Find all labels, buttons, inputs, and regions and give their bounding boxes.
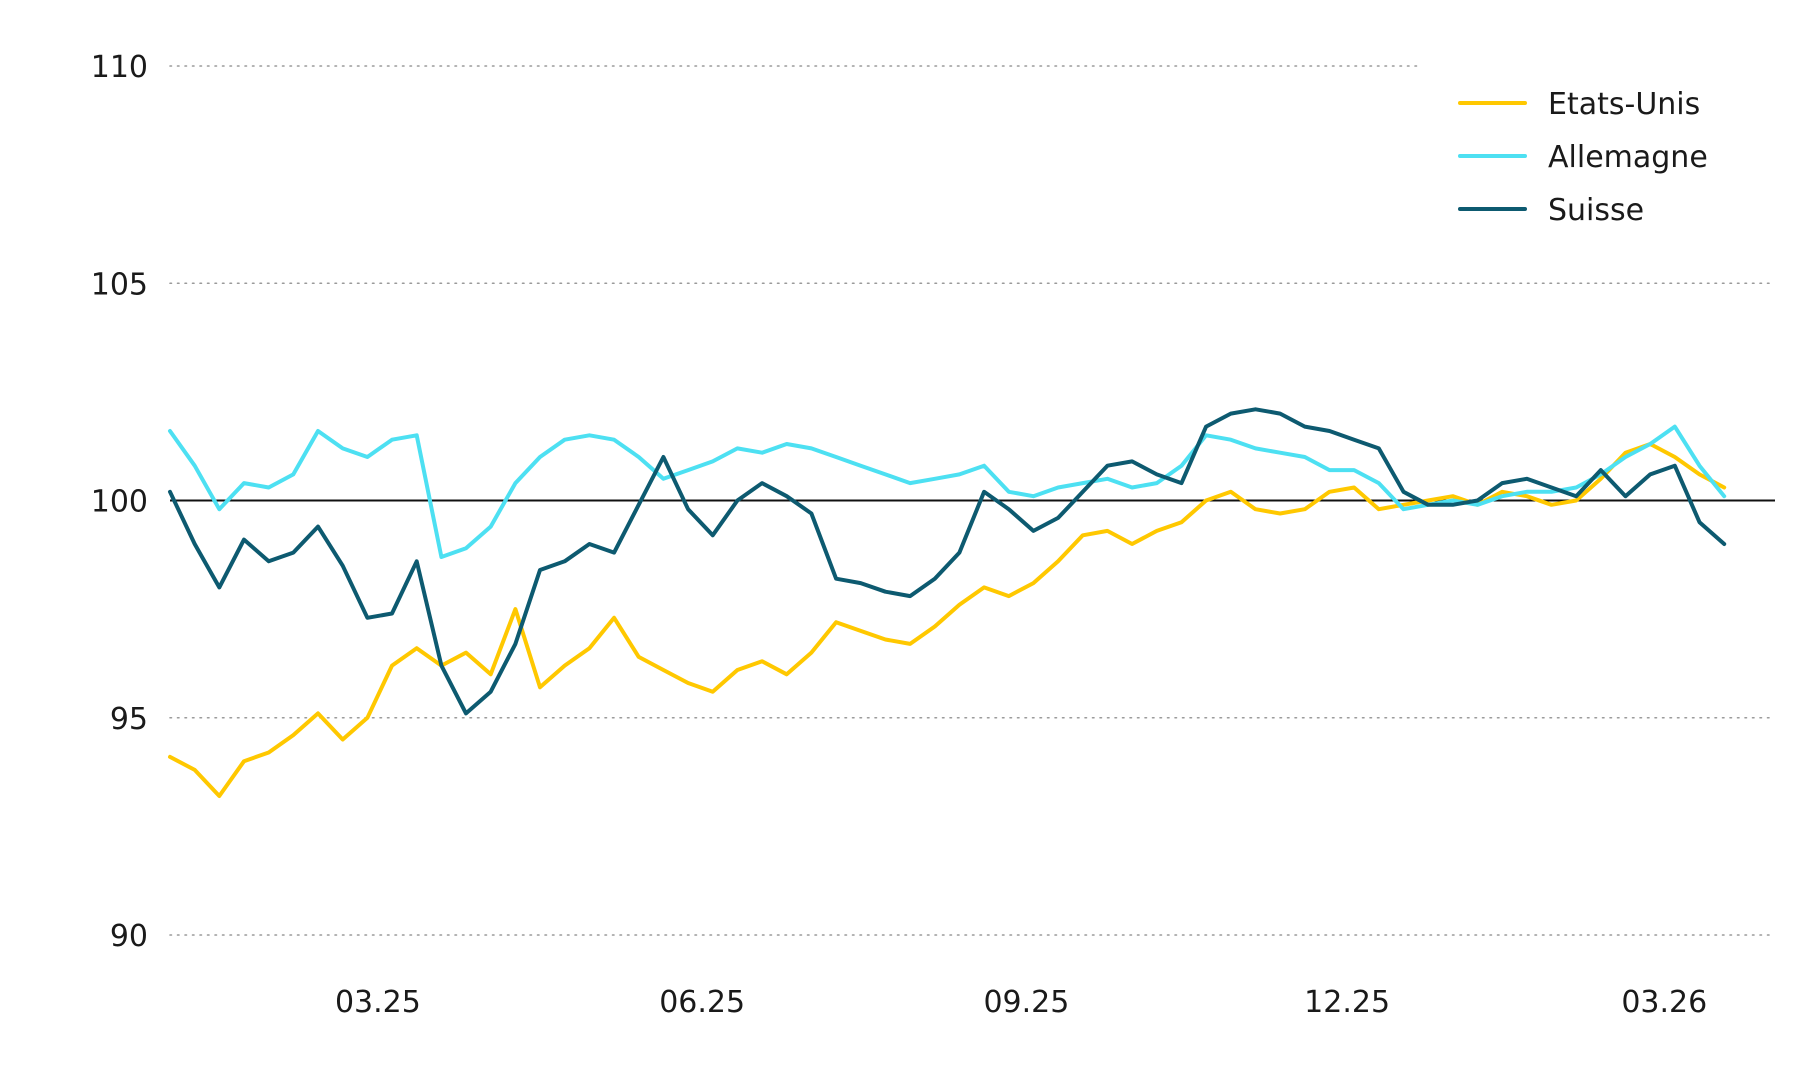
x-tick-label: 09.25 [983, 985, 1069, 1020]
y-tick-label: 110 [91, 50, 148, 85]
y-tick-label: 105 [91, 267, 148, 302]
gridlines [169, 65, 1776, 936]
x-tick-label: 06.25 [659, 985, 745, 1020]
series-line-etats-unis [168, 442, 1727, 798]
y-tick-label: 95 [110, 702, 148, 737]
legend-label: Allemagne [1548, 140, 1708, 175]
legend: Etats-Unis Allemagne Suisse [1458, 87, 1708, 228]
legend-label: Suisse [1548, 193, 1644, 228]
series-lines [168, 407, 1727, 798]
y-tick-label: 100 [91, 485, 148, 520]
y-tick-label: 90 [110, 919, 148, 954]
legend-label: Etats-Unis [1548, 87, 1700, 122]
x-tick-label: 12.25 [1304, 985, 1390, 1020]
x-tick-label: 03.26 [1621, 985, 1707, 1020]
y-axis-ticks: 90 95 100 105 110 [91, 50, 148, 954]
series-line-suisse [168, 407, 1727, 716]
x-axis-ticks: 03.25 06.25 09.25 12.25 03.26 [335, 985, 1707, 1020]
x-tick-label: 03.25 [335, 985, 421, 1020]
